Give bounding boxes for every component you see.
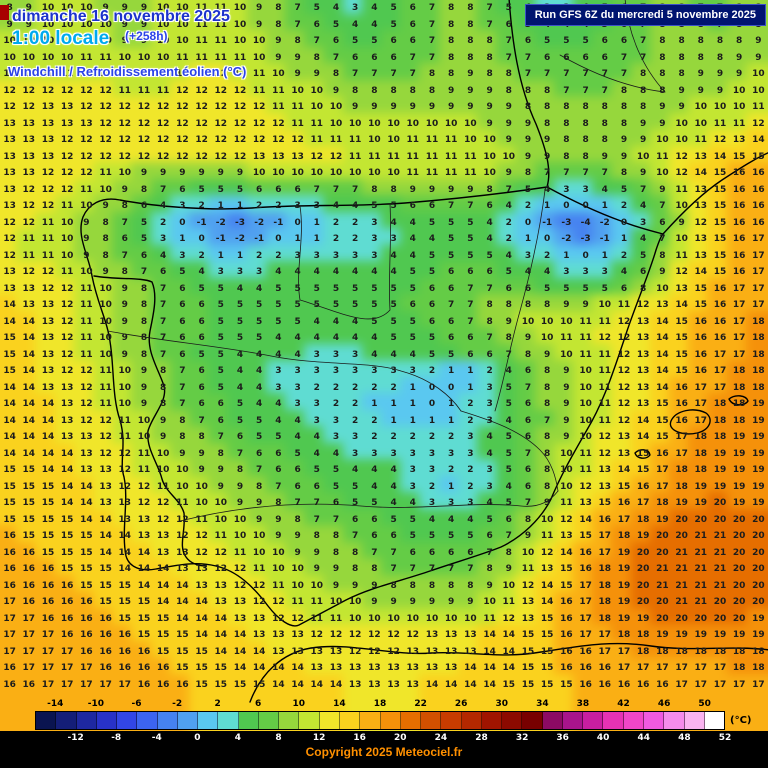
map-area: 8910101099910101111109875434567887543345… (0, 0, 768, 731)
time-row: 1:00 locale (+258h) (12, 28, 168, 50)
variable-label: Windchill / Refroidissement éolien (°C) (8, 64, 247, 79)
local-time-label: 1:00 locale (12, 28, 110, 49)
corner-marker (0, 5, 9, 20)
date-label: dimanche 16 novembre 2025 (12, 8, 230, 25)
model-run-label: Run GFS 6Z du mercredi 5 novembre 2025 (524, 4, 766, 26)
temperature-values-grid: 8910101099910101111109875434567887543345… (3, 3, 765, 690)
scale-labels-bottom: -12 -8 -4 0 4 8 12 16 20 24 28 32 36 40 44 48 52 (67, 733, 732, 743)
forecast-offset-label: (+258h) (125, 29, 168, 43)
footer-bar: -12 -8 -4 0 4 8 12 16 20 24 28 32 36 40 44 48 52 Copyrig… (0, 731, 768, 768)
copyright-label: Copyright 2025 Meteociel.fr (305, 745, 463, 759)
